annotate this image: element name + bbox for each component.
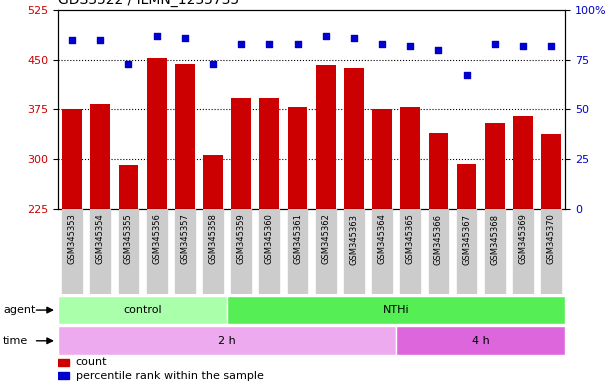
Text: time: time xyxy=(3,336,28,346)
Text: GSM345363: GSM345363 xyxy=(349,214,359,265)
Bar xyxy=(62,209,82,294)
Text: GSM345365: GSM345365 xyxy=(406,214,415,264)
Point xyxy=(123,60,133,66)
Text: GSM345367: GSM345367 xyxy=(462,214,471,265)
Text: GSM345360: GSM345360 xyxy=(265,214,274,264)
Bar xyxy=(396,326,565,355)
Bar xyxy=(119,209,138,294)
Point xyxy=(67,36,77,43)
Bar xyxy=(372,209,392,294)
Bar xyxy=(372,109,392,209)
Text: GSM345357: GSM345357 xyxy=(180,214,189,264)
Bar xyxy=(58,372,70,379)
Text: agent: agent xyxy=(3,305,35,315)
Bar xyxy=(232,209,251,294)
Bar xyxy=(203,155,223,209)
Text: percentile rank within the sample: percentile rank within the sample xyxy=(76,371,264,381)
Bar xyxy=(428,133,448,209)
Bar xyxy=(227,296,565,324)
Bar xyxy=(344,68,364,209)
Point xyxy=(180,35,189,41)
Point xyxy=(236,40,246,46)
Bar xyxy=(90,104,110,209)
Text: GSM345354: GSM345354 xyxy=(96,214,105,264)
Text: GSM345370: GSM345370 xyxy=(547,214,555,264)
Point xyxy=(349,35,359,41)
Bar xyxy=(344,209,364,294)
Point xyxy=(321,33,331,39)
Text: GSM345359: GSM345359 xyxy=(236,214,246,264)
Point xyxy=(434,46,444,53)
Bar xyxy=(260,98,279,209)
Text: GSM345368: GSM345368 xyxy=(490,214,499,265)
Text: control: control xyxy=(123,305,162,315)
Bar xyxy=(58,359,70,366)
Bar xyxy=(175,64,195,209)
Point xyxy=(377,40,387,46)
Text: GSM345362: GSM345362 xyxy=(321,214,330,264)
Text: GSM345358: GSM345358 xyxy=(208,214,218,264)
Bar xyxy=(541,209,561,294)
Bar xyxy=(485,123,505,209)
Bar xyxy=(62,109,82,209)
Bar xyxy=(316,65,335,209)
Point xyxy=(490,40,500,46)
Point xyxy=(152,33,161,39)
Text: GDS3522 / ILMN_1235735: GDS3522 / ILMN_1235735 xyxy=(58,0,239,7)
Bar xyxy=(119,165,138,209)
Text: GSM345369: GSM345369 xyxy=(518,214,527,264)
Text: count: count xyxy=(76,358,108,367)
Bar xyxy=(400,209,420,294)
Bar xyxy=(147,209,167,294)
Bar xyxy=(513,116,533,209)
Bar xyxy=(260,209,279,294)
Bar xyxy=(232,98,251,209)
Bar xyxy=(147,58,167,209)
Bar xyxy=(316,209,335,294)
Text: 4 h: 4 h xyxy=(472,336,489,346)
Point xyxy=(405,43,415,49)
Bar xyxy=(175,209,195,294)
Text: GSM345361: GSM345361 xyxy=(293,214,302,264)
Bar xyxy=(90,209,110,294)
Text: GSM345355: GSM345355 xyxy=(124,214,133,264)
Point xyxy=(293,40,302,46)
Bar xyxy=(400,108,420,209)
Point xyxy=(518,43,528,49)
Bar xyxy=(203,209,223,294)
Bar xyxy=(456,209,477,294)
Text: GSM345364: GSM345364 xyxy=(378,214,387,264)
Bar xyxy=(428,209,448,294)
Text: GSM345353: GSM345353 xyxy=(68,214,76,264)
Text: 2 h: 2 h xyxy=(218,336,236,346)
Bar xyxy=(288,209,307,294)
Bar xyxy=(541,134,561,209)
Point xyxy=(95,36,105,43)
Point xyxy=(265,40,274,46)
Bar xyxy=(58,326,396,355)
Point xyxy=(208,60,218,66)
Text: NTHi: NTHi xyxy=(383,305,409,315)
Point xyxy=(546,43,556,49)
Bar xyxy=(485,209,505,294)
Text: GSM345356: GSM345356 xyxy=(152,214,161,264)
Bar xyxy=(513,209,533,294)
Point xyxy=(462,73,472,79)
Bar xyxy=(456,164,477,209)
Text: GSM345366: GSM345366 xyxy=(434,214,443,265)
Bar xyxy=(288,108,307,209)
Bar xyxy=(58,296,227,324)
